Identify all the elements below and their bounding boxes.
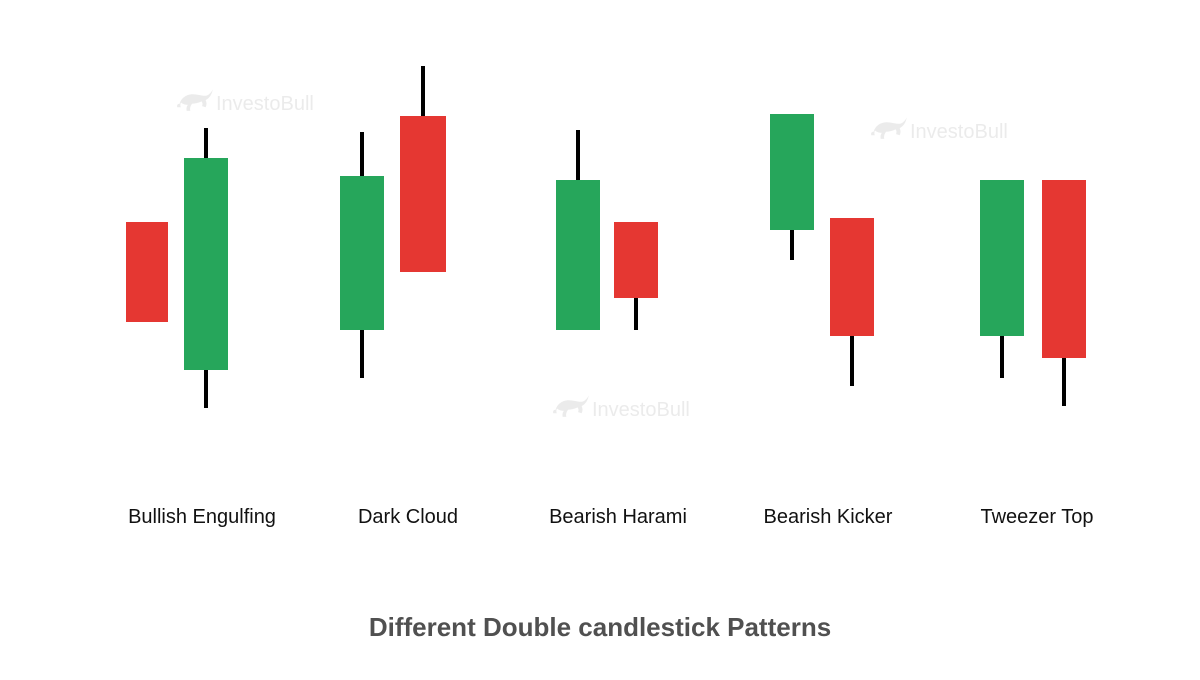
pattern-label-bullish-engulfing: Bullish Engulfing	[112, 506, 292, 529]
watermark-3: InvestoBull	[552, 392, 690, 418]
candle-body-red	[1042, 180, 1086, 358]
candle-wick	[576, 130, 580, 180]
candle-wick	[360, 132, 364, 176]
watermark-text: InvestoBull	[216, 94, 314, 114]
candle-wick	[1000, 336, 1004, 378]
candle-body-red	[614, 222, 658, 298]
chart-title: Different Double candlestick Patterns	[0, 612, 1200, 643]
candle-body-green	[340, 176, 384, 330]
candle-wick	[634, 298, 638, 330]
bull-icon	[176, 86, 214, 112]
candle-wick	[790, 230, 794, 260]
candle-body-green	[184, 158, 228, 370]
pattern-label-bearish-kicker: Bearish Kicker	[748, 506, 908, 529]
pattern-label-dark-cloud: Dark Cloud	[338, 506, 478, 529]
candle-body-green	[980, 180, 1024, 336]
watermark-2: InvestoBull	[870, 114, 1008, 140]
candle-wick	[850, 336, 854, 386]
watermark-text: InvestoBull	[592, 400, 690, 420]
watermark-text: InvestoBull	[910, 122, 1008, 142]
candle-wick	[360, 330, 364, 378]
candle-wick	[421, 66, 425, 116]
candle-body-red	[830, 218, 874, 336]
candle-wick	[204, 128, 208, 158]
candle-body-green	[770, 114, 814, 230]
pattern-label-bearish-harami: Bearish Harami	[538, 506, 698, 529]
candle-wick	[1062, 358, 1066, 406]
candle-body-green	[556, 180, 600, 330]
chart-canvas: InvestoBull InvestoBull InvestoBull Bull…	[0, 0, 1200, 680]
candle-body-red	[126, 222, 168, 322]
bull-icon	[552, 392, 590, 418]
bull-icon	[870, 114, 908, 140]
candle-body-red	[400, 116, 446, 272]
pattern-label-tweezer-top: Tweezer Top	[962, 506, 1112, 529]
watermark-1: InvestoBull	[176, 86, 314, 112]
candle-wick	[204, 370, 208, 408]
